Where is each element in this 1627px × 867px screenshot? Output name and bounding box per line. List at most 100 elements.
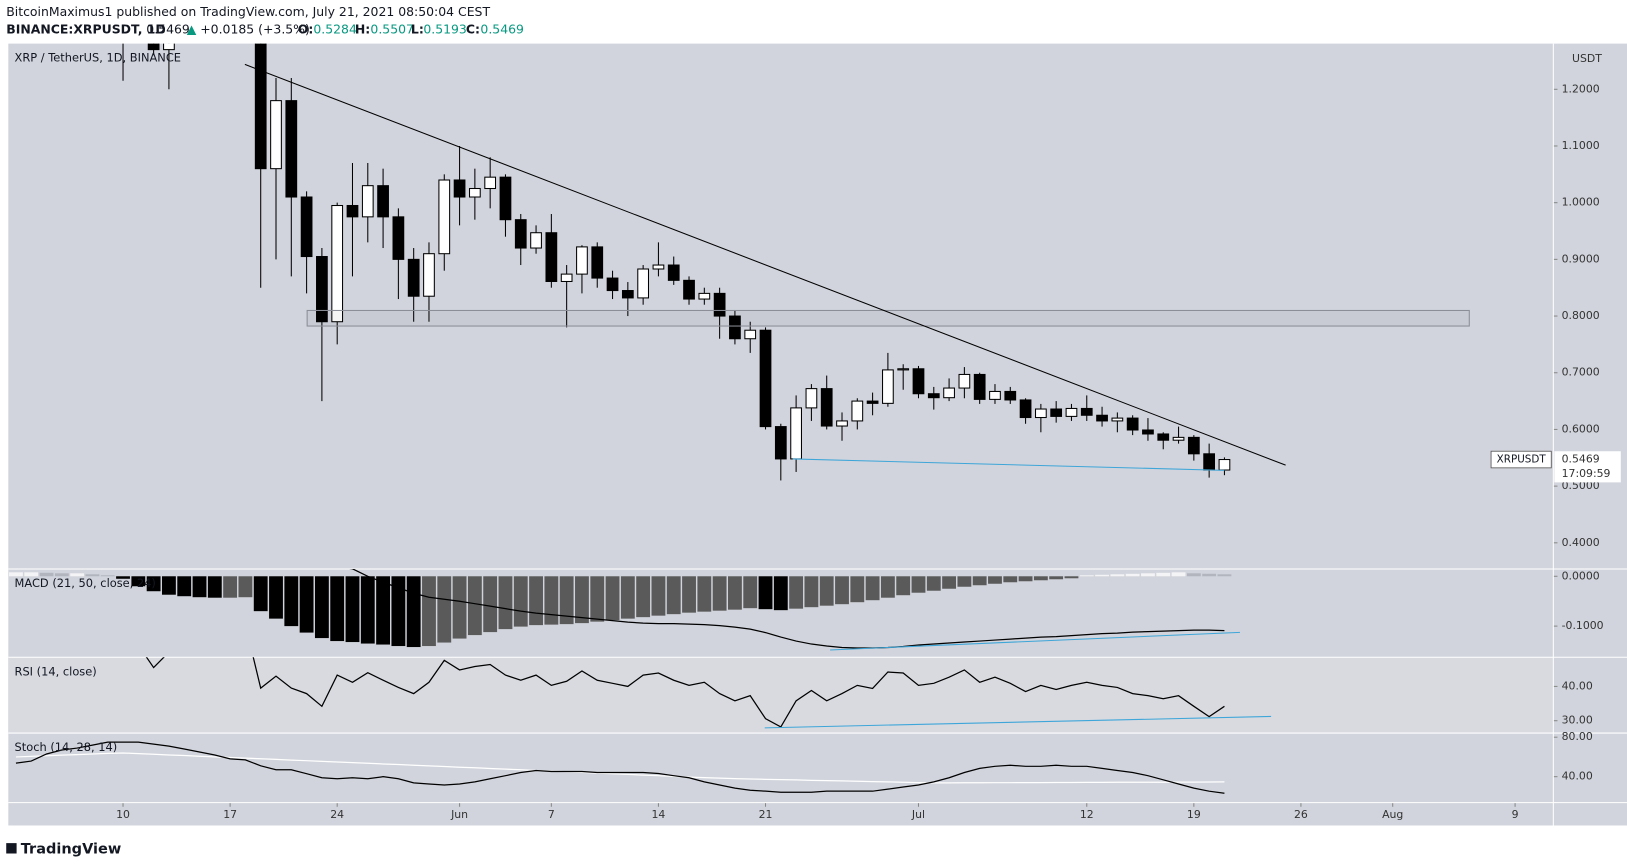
indicator-line — [349, 569, 1225, 649]
histogram-bar — [957, 576, 972, 587]
histogram-bar — [406, 576, 421, 648]
candle-body — [927, 393, 940, 399]
candle-body — [805, 388, 818, 409]
candle-body — [989, 390, 1001, 400]
histogram-bar — [192, 576, 207, 598]
histogram-bar — [743, 576, 758, 609]
histogram-bar — [728, 576, 742, 610]
histogram-bar — [1141, 573, 1155, 577]
y-tick-label: 40.00 — [1562, 679, 1593, 692]
candle-body — [1172, 436, 1185, 441]
logo-mark — [6, 843, 17, 854]
histogram-bar — [116, 576, 130, 579]
x-tick-label: Aug — [1382, 808, 1403, 821]
candle-body — [1019, 399, 1032, 419]
histogram-bar — [1079, 575, 1094, 577]
histogram-bar — [1095, 574, 1109, 577]
histogram-bar — [559, 576, 574, 625]
candle-body — [1142, 429, 1154, 435]
histogram-bar — [835, 576, 849, 605]
y-tick-label: 80.00 — [1562, 730, 1593, 743]
pane-title: XRP / TetherUS, 1D, BINANCE — [15, 51, 181, 65]
histogram-bar — [911, 576, 926, 593]
histogram-bar — [39, 572, 54, 577]
histogram-bar — [1186, 573, 1201, 577]
brand: TradingView — [21, 841, 122, 857]
candle-body — [1187, 436, 1200, 455]
y-tick-label: 30.00 — [1562, 714, 1593, 727]
pane — [122, 43, 1231, 481]
candle-body — [499, 176, 512, 221]
price-box — [1554, 451, 1621, 483]
y-tick-label: 0.8000 — [1562, 309, 1600, 322]
candle-body — [591, 246, 604, 279]
candle-body — [1111, 417, 1124, 422]
candle-body — [453, 179, 466, 198]
histogram-bar — [712, 576, 727, 611]
histogram-bar — [162, 576, 176, 595]
candle-body — [759, 329, 772, 428]
histogram-bar — [1003, 576, 1018, 583]
histogram-bar — [467, 576, 482, 636]
histogram-bar — [376, 576, 391, 645]
candle-body — [316, 256, 328, 323]
open-label: O: — [298, 22, 314, 37]
candle-body — [897, 368, 910, 371]
histogram-bar — [773, 576, 788, 611]
histogram-bar — [345, 576, 360, 643]
candle-body — [1065, 407, 1078, 417]
x-tick-label: 19 — [1187, 808, 1201, 821]
candle-body — [973, 373, 986, 400]
pane — [15, 741, 1225, 794]
macd-divergence-line — [830, 631, 1240, 651]
histogram-bar — [682, 576, 696, 613]
candle-body — [423, 253, 435, 297]
publisher: BitcoinMaximus1 published on TradingView… — [6, 4, 490, 19]
histogram-bar — [697, 576, 712, 612]
y-tick-label: 0.7000 — [1562, 366, 1600, 379]
histogram-bar — [177, 576, 192, 597]
histogram-bar — [972, 576, 987, 586]
histogram-bar — [605, 576, 620, 621]
histogram-bar — [1033, 576, 1048, 581]
histogram-bar — [590, 576, 605, 622]
support-line — [792, 458, 1225, 471]
histogram-bar — [988, 576, 1002, 584]
candle-body — [912, 368, 925, 395]
support-zone — [306, 309, 1470, 327]
histogram-bar — [223, 576, 238, 598]
indicator-line — [15, 741, 1225, 794]
histogram-bar — [54, 573, 69, 577]
candle-body — [637, 268, 650, 299]
candle-body — [514, 219, 527, 249]
candle-body — [836, 420, 848, 427]
candle-body — [392, 216, 405, 260]
close-value: 0.5469 — [480, 22, 524, 37]
candle-body — [943, 387, 955, 399]
candle-body — [254, 43, 267, 170]
y-tick-label: 0.6000 — [1562, 422, 1600, 435]
candle-body — [1096, 414, 1108, 422]
drawings — [244, 63, 1470, 729]
candle-body — [1050, 408, 1063, 417]
candle-body — [621, 290, 634, 299]
histogram-bar — [498, 576, 513, 630]
histogram-bar — [24, 572, 39, 577]
histogram-bar — [131, 576, 146, 587]
histogram-bar — [575, 576, 589, 624]
candle-body — [1080, 407, 1093, 416]
histogram-bar — [70, 573, 85, 577]
candle-body — [958, 373, 971, 389]
last-price: 0.5469 — [146, 22, 190, 37]
histogram-bar — [330, 576, 345, 642]
candle-body — [683, 279, 695, 300]
candle-body — [331, 204, 344, 323]
trend-line — [244, 63, 1286, 466]
histogram-bar — [1064, 576, 1079, 579]
candle-body — [713, 292, 726, 317]
histogram-bar — [360, 576, 375, 644]
symbol-box — [1490, 450, 1552, 469]
panes: 10 17 24 Jun 7 14 21 Jul 12 19 26 Aug 9 1.2000 1.1000 1… — [8, 43, 1627, 821]
high-label: H: — [355, 22, 370, 37]
